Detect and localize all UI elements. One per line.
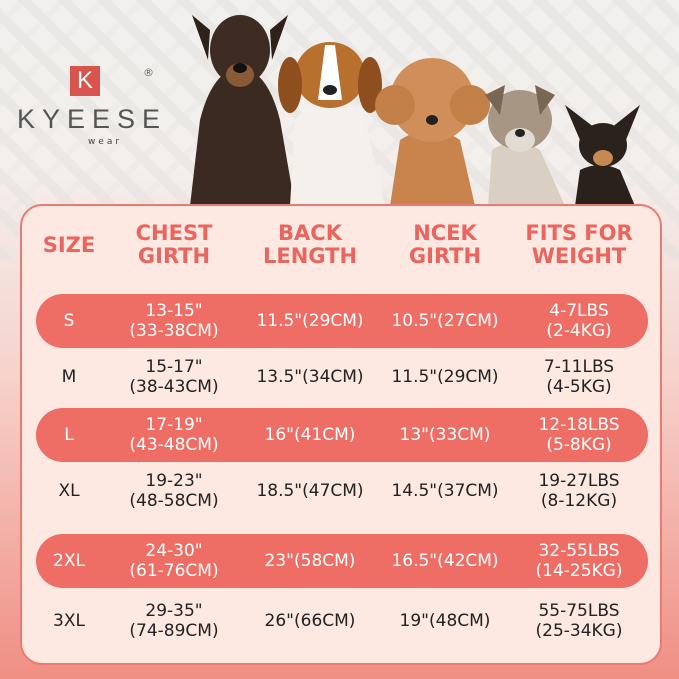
cell-weight: 12-18LBS (5-8KG) [538, 415, 620, 455]
header-size: SIZE [42, 233, 96, 257]
cell-weight: 7-11LBS (4-5KG) [543, 357, 615, 397]
table-row: 3XL 29-35" (74-89CM) 26"(66CM) 19"(48CM) 55-… [36, 594, 648, 648]
cell-neck: 19"(48CM) [399, 611, 491, 631]
cell-back: 18.5"(47CM) [256, 481, 364, 501]
cell-size: M [61, 367, 77, 387]
logo-mark: K [70, 66, 100, 96]
dogs-photo [190, 15, 640, 206]
schnauzer-image [485, 85, 565, 206]
cell-back: 16"(41CM) [264, 425, 356, 445]
cell-weight: 55-75LBS (25-34KG) [535, 601, 623, 641]
header-back-length: BACK LENGTH [262, 221, 358, 268]
registered-mark: ® [143, 66, 154, 79]
header-chest-girth: CHEST GIRTH [135, 221, 213, 268]
brand-sub: wear [87, 137, 123, 147]
cell-chest: 24-30" (61-76CM) [129, 541, 219, 581]
cell-back: 11.5"(29CM) [256, 311, 364, 331]
cell-size: S [63, 311, 75, 331]
size-chart-table: SIZE CHEST GIRTH BACK LENGTH NCEK GIRTH … [20, 204, 662, 665]
table-row: 2XL 24-30" (61-76CM) 23"(58CM) 16.5"(42CM) 3… [36, 534, 648, 588]
header-weight: FITS FOR WEIGHT [525, 221, 633, 268]
header-neck-girth: NCEK GIRTH [408, 221, 482, 268]
brand-name: KYEESE [17, 104, 168, 134]
cell-chest: 17-19" (43-48CM) [129, 415, 219, 455]
table-row: XL 19-23" (48-58CM) 18.5"(47CM) 14.5"(37CM)… [36, 464, 648, 518]
cell-neck: 16.5"(42CM) [391, 551, 499, 571]
cell-weight: 19-27LBS (8-12KG) [538, 471, 620, 511]
cell-back: 26"(66CM) [264, 611, 356, 631]
brand-logo: K ® KYEESE wear [10, 66, 160, 147]
cell-size: XL [58, 481, 80, 501]
cell-back: 13.5"(34CM) [256, 367, 364, 387]
table-row: S 13-15" (33-38CM) 11.5"(29CM) 10.5"(27CM) 4… [36, 294, 648, 348]
cell-neck: 11.5"(29CM) [391, 367, 499, 387]
table-row: M 15-17" (38-43CM) 13.5"(34CM) 11.5"(29CM) 7… [36, 350, 648, 404]
cell-weight: 4-7LBS (2-4KG) [546, 301, 612, 341]
cell-size: 3XL [53, 611, 85, 631]
cell-neck: 13"(33CM) [399, 425, 491, 445]
cell-neck: 14.5"(37CM) [391, 481, 499, 501]
cell-chest: 19-23" (48-58CM) [129, 471, 219, 511]
cell-size: 2XL [53, 551, 85, 571]
table-row: L 17-19" (43-48CM) 16"(41CM) 13"(33CM) 12-18… [36, 408, 648, 462]
cell-weight: 32-55LBS (14-25KG) [535, 541, 623, 581]
cell-neck: 10.5"(27CM) [391, 311, 499, 331]
cell-back: 23"(58CM) [264, 551, 356, 571]
poodle-image [375, 58, 490, 206]
chihuahua-image [565, 105, 640, 206]
cell-size: L [64, 425, 74, 445]
cell-chest: 13-15" (33-38CM) [129, 301, 219, 341]
cell-chest: 29-35" (74-89CM) [129, 601, 219, 641]
doberman-image [190, 15, 295, 206]
cell-chest: 15-17" (38-43CM) [129, 357, 219, 397]
beagle-image [278, 42, 385, 206]
